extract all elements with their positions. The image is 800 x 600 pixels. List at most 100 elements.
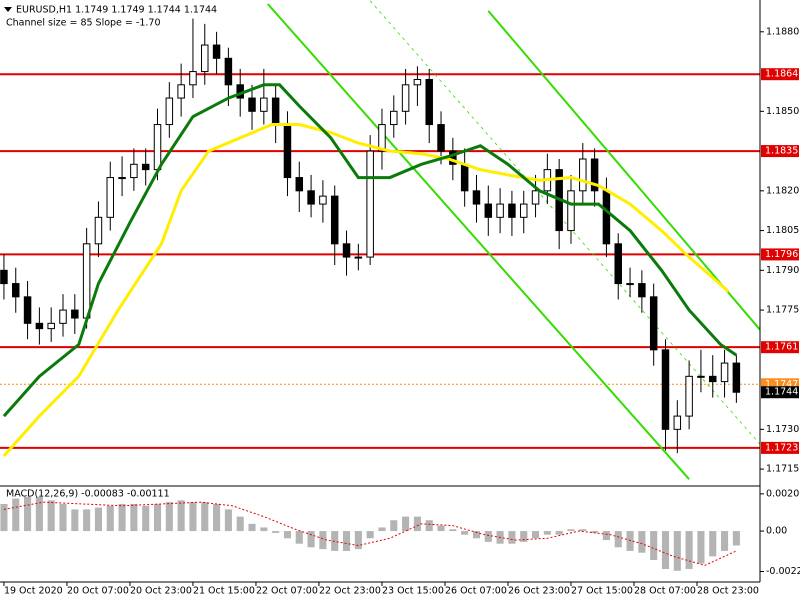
candle-body: [567, 190, 575, 232]
candle-body: [685, 375, 693, 417]
x-tick-label: 21 Oct 15:00: [193, 586, 255, 597]
level-label-bg: [761, 386, 799, 399]
candle-body: [638, 283, 646, 298]
candle-body: [484, 203, 493, 218]
x-tick-label: 20 Oct 23:00: [130, 586, 192, 597]
macd-bar: [425, 520, 433, 532]
macd-bar: [213, 503, 221, 532]
candle-body: [94, 216, 103, 245]
macd-bar: [390, 520, 398, 532]
macd-bar: [638, 531, 646, 553]
macd-bar: [532, 531, 540, 539]
y-tick-label: 1.1820: [766, 185, 799, 196]
candle-body: [602, 190, 611, 245]
candle-body: [425, 79, 433, 126]
candle-body: [401, 84, 410, 112]
candle-body: [531, 190, 540, 205]
candle-body: [0, 269, 8, 285]
macd-bar: [319, 531, 327, 550]
channel-line: [369, 0, 761, 445]
candle-body: [508, 203, 516, 218]
level-label-bg: [761, 145, 799, 158]
level-label: 1.1761: [765, 342, 798, 353]
candle-body: [319, 195, 327, 205]
level-label-bg: [761, 441, 799, 454]
macd-bar: [366, 531, 374, 539]
candle-body: [47, 322, 55, 330]
macd-bar: [437, 525, 445, 532]
candle-body: [141, 163, 150, 171]
level-label: 1.1744: [765, 387, 798, 398]
candle-body: [437, 124, 445, 152]
macd-bar: [567, 529, 575, 532]
y-tick-label: 1.1715: [766, 464, 799, 475]
candle-body: [579, 158, 587, 192]
level-label-bg: [761, 68, 799, 81]
candle-body: [295, 177, 304, 192]
y-tick-label: 1.1790: [766, 265, 799, 276]
macd-bar: [189, 502, 197, 532]
level-label-bg: [761, 341, 799, 354]
menu-triangle: [4, 7, 12, 12]
candle-body: [177, 84, 185, 99]
macd-bar: [236, 516, 244, 532]
candle-body: [697, 375, 705, 378]
candle-body: [201, 44, 209, 73]
macd-bar: [614, 531, 622, 548]
macd-bar: [673, 531, 681, 571]
candle-body: [708, 375, 717, 383]
macd-bar: [272, 531, 280, 533]
chart-subtitle: Channel size = 85 Slope = -1.70: [6, 18, 161, 29]
candle-body: [224, 57, 233, 86]
candle-body: [260, 97, 268, 112]
level-label: 1.1835: [765, 146, 798, 157]
macd-bar: [472, 531, 481, 539]
macd-bar: [342, 531, 351, 551]
y-tick-label: 1.1805: [766, 225, 799, 236]
macd-bar: [71, 509, 79, 532]
macd-bar: [555, 531, 563, 535]
y-tick-label: 0.00206: [766, 488, 800, 499]
macd-bar: [602, 531, 610, 541]
x-tick-label: 22 Oct 23:00: [319, 586, 381, 597]
macd-bar: [449, 529, 457, 532]
macd-bar: [402, 516, 410, 532]
level-label-bg: [761, 248, 799, 261]
candle-body: [35, 322, 44, 330]
candle-body: [342, 243, 351, 258]
x-tick-label: 19 Oct 2020: [4, 586, 63, 597]
moving-average: [2, 83, 738, 418]
x-tick-label: 22 Oct 07:00: [256, 586, 318, 597]
macd-bar: [650, 531, 658, 560]
candle-body: [283, 124, 292, 179]
candle-body: [732, 362, 741, 393]
macd-bar: [106, 505, 114, 532]
candle-body: [248, 97, 256, 112]
y-tick-label: 1.1730: [766, 424, 799, 435]
candle-body: [118, 177, 126, 180]
macd-bar: [94, 507, 102, 532]
plot-layer: [0, 0, 761, 571]
macd-bar: [260, 527, 268, 532]
chart-title: EURUSD,H1 1.1749 1.1749 1.1744 1.1744: [16, 5, 217, 16]
macd-bar: [543, 531, 551, 535]
x-tick-label: 26 Oct 07:00: [445, 586, 507, 597]
macd-bar: [165, 502, 173, 532]
candle-body: [165, 97, 174, 126]
macd-signal: [3, 501, 737, 566]
macd-bar: [709, 531, 717, 557]
candle-body: [271, 97, 280, 126]
level-label: 1.1723: [765, 442, 798, 453]
macd-bar: [661, 531, 670, 569]
candle-body: [460, 163, 469, 192]
macd-bar: [354, 531, 362, 550]
candle-body: [673, 415, 682, 430]
macd-bar: [0, 503, 8, 532]
macd-bar: [591, 531, 599, 533]
candle-body: [12, 283, 20, 298]
level-label: 1.1796: [765, 249, 798, 260]
candle-body: [390, 110, 398, 126]
candle-body: [366, 150, 374, 258]
